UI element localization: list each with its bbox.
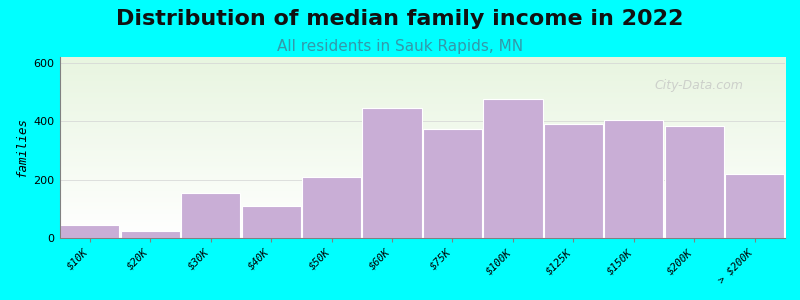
Bar (242, 206, 301, 238)
Bar (302, 177, 362, 238)
Text: City-Data.com: City-Data.com (654, 79, 743, 92)
Bar (362, 108, 422, 238)
Bar (483, 99, 542, 238)
Y-axis label: families: families (15, 118, 28, 178)
Bar (725, 174, 784, 238)
Bar (121, 231, 180, 238)
Bar (665, 126, 724, 238)
Bar (604, 120, 663, 238)
Text: All residents in Sauk Rapids, MN: All residents in Sauk Rapids, MN (277, 39, 523, 54)
Bar (60, 225, 119, 238)
Bar (423, 128, 482, 238)
Bar (181, 193, 240, 238)
Text: Distribution of median family income in 2022: Distribution of median family income in … (116, 9, 684, 29)
Bar (544, 124, 603, 238)
